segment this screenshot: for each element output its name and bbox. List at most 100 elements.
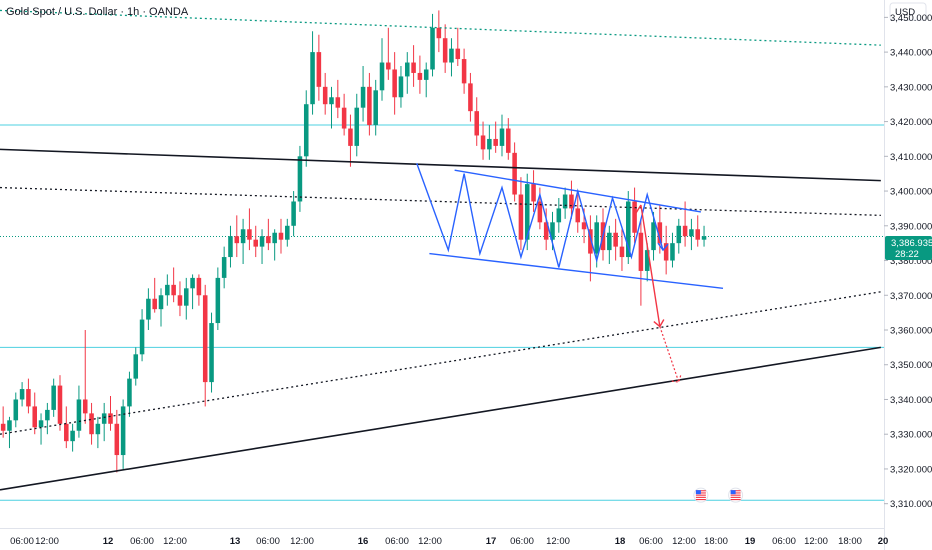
zigzag-pattern[interactable] <box>416 163 664 268</box>
candle <box>322 72 328 115</box>
candle <box>518 177 524 251</box>
x-tick-label: 06:00 <box>385 536 409 547</box>
candle-body <box>19 389 25 400</box>
candle-body <box>32 406 38 428</box>
candle <box>139 309 145 362</box>
candle <box>613 218 618 261</box>
price-axis[interactable]: 3,310.000 3,320.000 3,330.000 3,340.000 3,35… <box>884 13 932 510</box>
candle <box>386 27 391 80</box>
candle <box>493 121 498 153</box>
candle-body <box>695 229 701 240</box>
candle-body <box>411 62 416 73</box>
candle-body <box>291 201 296 226</box>
candle-body <box>518 194 524 240</box>
x-tick-label: 18:00 <box>704 536 728 547</box>
candle <box>367 72 372 136</box>
x-tick-label: 16 <box>358 536 369 547</box>
candle-body <box>7 420 12 431</box>
x-tick-label: 12 <box>103 536 114 547</box>
candle-body <box>310 52 315 105</box>
y-tick-label: 3,320.000 <box>890 464 932 475</box>
candle-body <box>562 194 568 209</box>
currency-label: USD <box>895 7 915 18</box>
projection-lead <box>634 204 642 216</box>
candle <box>57 375 63 431</box>
candle <box>310 31 315 115</box>
candle-body <box>588 229 593 254</box>
x-tick-label: 18:00 <box>838 536 862 547</box>
candle <box>632 187 637 244</box>
candle <box>266 218 271 251</box>
upper-dotted-black[interactable] <box>0 186 881 217</box>
projection-arrow-dotted[interactable] <box>659 326 680 383</box>
y-tick-label: 3,400.000 <box>890 187 932 198</box>
currency-box[interactable] <box>889 2 927 21</box>
candle-body <box>240 229 246 244</box>
candle <box>247 208 252 251</box>
candle-body <box>676 225 682 244</box>
candle <box>436 10 442 53</box>
lower-dotted-black[interactable] <box>0 291 881 435</box>
y-tick-label: 3,380.000 <box>890 256 932 267</box>
x-tick-label: 06:00 <box>256 536 280 547</box>
candle-body <box>651 222 656 251</box>
candle-body <box>101 413 107 424</box>
candle <box>480 121 486 160</box>
candle <box>285 218 290 247</box>
time-axis[interactable]: 06:00 12:00 12 06:00 12:00 13 06:00 12:00 16 06:0… <box>10 536 888 547</box>
candle-body <box>0 423 6 431</box>
lower-trendline-black[interactable] <box>0 346 881 491</box>
y-tick-label: 3,360.000 <box>890 326 932 337</box>
candle-body <box>461 59 467 84</box>
x-tick-label: 06:00 <box>639 536 663 547</box>
candle-body <box>45 409 50 421</box>
candle-body <box>663 243 669 261</box>
event-markers <box>693 487 744 503</box>
candle <box>177 281 183 317</box>
candle-body <box>499 128 505 146</box>
candle <box>569 180 574 219</box>
candle <box>417 55 423 94</box>
candle-body <box>493 138 498 146</box>
candle-body <box>335 97 341 108</box>
candle-body <box>57 385 63 424</box>
candle-body <box>354 107 360 146</box>
channel-bottom-blue[interactable] <box>429 252 724 290</box>
candle-body <box>569 194 574 209</box>
candle-body <box>209 323 214 383</box>
candle <box>329 86 334 129</box>
candle <box>562 187 568 219</box>
candle-body <box>449 48 454 63</box>
plot-area[interactable] <box>0 0 884 528</box>
candle-body <box>139 319 145 355</box>
x-tick-label: 06:00 <box>10 536 34 547</box>
candle-body <box>455 48 461 60</box>
candle-body <box>480 135 486 150</box>
candle-body <box>348 128 353 146</box>
candle-body <box>303 104 309 157</box>
us-flag-icon[interactable] <box>693 487 709 503</box>
candle <box>404 52 410 94</box>
candle-body <box>120 406 126 456</box>
upper-trendline-black[interactable] <box>0 148 881 182</box>
candle-body <box>398 76 404 98</box>
countdown-value: 28:22 <box>895 249 919 260</box>
candle <box>45 402 50 435</box>
candle-body <box>127 378 132 407</box>
candle-body <box>70 430 75 442</box>
candle <box>278 218 284 254</box>
candle <box>449 38 454 77</box>
projection-arrow-solid[interactable] <box>640 204 661 327</box>
y-tick-label: 3,370.000 <box>890 291 932 302</box>
candle-body <box>177 295 183 306</box>
candle <box>51 378 56 417</box>
candle <box>127 371 132 417</box>
candle <box>607 225 612 264</box>
candle-body <box>196 277 202 296</box>
top-dotted-green[interactable] <box>0 9 881 46</box>
candle <box>202 284 208 407</box>
us-flag-icon[interactable] <box>728 487 744 503</box>
candle <box>190 274 195 310</box>
candle <box>209 312 214 393</box>
